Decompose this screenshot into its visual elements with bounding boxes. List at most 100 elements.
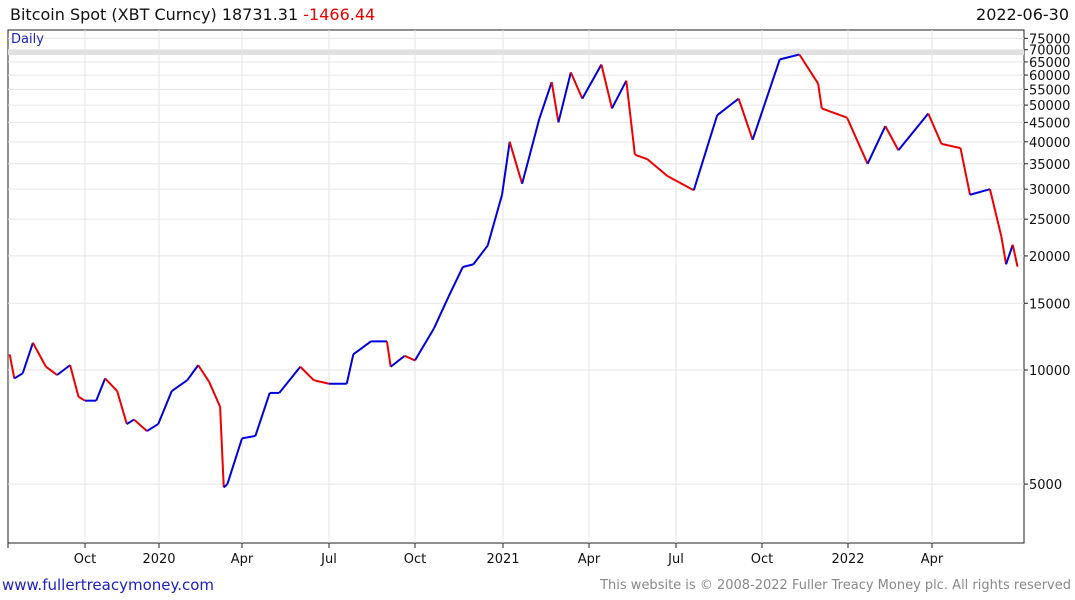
- price-segment: [219, 406, 225, 488]
- price-segment: [133, 418, 148, 432]
- price-segment: [223, 483, 229, 489]
- price-segment: [414, 327, 435, 361]
- price-segment: [433, 296, 450, 329]
- period-label: Daily: [11, 32, 44, 47]
- price-segment: [278, 366, 302, 394]
- price-segment: [56, 364, 71, 376]
- price-segment: [557, 72, 572, 123]
- price-change: -1466.44: [303, 5, 376, 24]
- y-tick-label: 35000: [1029, 158, 1070, 173]
- price-segment: [345, 354, 355, 384]
- price-segment: [45, 365, 58, 376]
- price-segment: [69, 364, 80, 398]
- price-segment: [157, 390, 173, 425]
- price-segment: [254, 392, 271, 437]
- price-segment: [884, 125, 900, 151]
- copyright-notice: This website is © 2008-2022 Fuller Treac…: [600, 578, 1071, 593]
- price-segment: [897, 112, 930, 151]
- price-segment: [299, 366, 315, 381]
- price-segment: [501, 141, 511, 195]
- price-segment: [208, 381, 222, 408]
- x-tick-label: Jul: [667, 552, 684, 567]
- y-tick-label: 10000: [1029, 364, 1070, 379]
- price-segment: [21, 342, 34, 374]
- y-tick-label: 55000: [1029, 83, 1070, 98]
- price-segment: [817, 83, 823, 109]
- price-segment: [941, 142, 961, 150]
- y-tick-label: 5000: [1029, 478, 1062, 493]
- price-segment: [241, 434, 256, 440]
- x-tick-label: 2021: [486, 552, 519, 567]
- x-tick-label: Oct: [404, 552, 426, 567]
- price-segment: [751, 59, 781, 141]
- price-segment: [969, 188, 991, 196]
- price-segment: [508, 141, 524, 185]
- price-segment: [666, 175, 695, 192]
- price-segment: [866, 125, 887, 165]
- price-segment: [13, 372, 24, 380]
- price-segment: [1005, 244, 1014, 265]
- price-segment: [77, 395, 86, 402]
- price-segment: [581, 63, 603, 100]
- price-segment: [521, 118, 541, 185]
- price-segment: [116, 390, 128, 425]
- y-tick-label: 75000: [1029, 32, 1070, 47]
- price-segment: [472, 244, 489, 265]
- price-segment: [846, 117, 869, 165]
- y-tick-label: 40000: [1029, 136, 1070, 151]
- price-segment: [404, 354, 416, 362]
- chart-date: 2022-06-30: [976, 5, 1069, 24]
- price-segment: [959, 147, 971, 195]
- x-tick-label: Apr: [231, 552, 254, 567]
- plot-area: [7, 29, 1025, 544]
- price-segment: [634, 153, 648, 161]
- instrument-name: Bitcoin Spot (XBT Curncy): [10, 5, 217, 24]
- price-segment: [146, 423, 159, 432]
- price-segment: [927, 113, 943, 145]
- price-segment: [197, 364, 211, 383]
- price-segment: [126, 418, 135, 425]
- last-price: 18731.31: [221, 5, 299, 24]
- x-tick-label: 2020: [142, 552, 175, 567]
- price-segment: [600, 64, 613, 109]
- price-segment: [611, 80, 628, 109]
- price-segment: [569, 71, 584, 100]
- y-tick-label: 30000: [1029, 183, 1070, 198]
- price-segment: [226, 438, 243, 485]
- y-tick-label: 45000: [1029, 116, 1070, 131]
- website-link[interactable]: www.fullertreacymoney.com: [2, 576, 215, 594]
- x-tick-label: Oct: [751, 552, 773, 567]
- price-segment: [646, 158, 669, 177]
- price-segment: [486, 194, 504, 246]
- price-segment: [95, 378, 107, 402]
- price-segment: [313, 379, 330, 385]
- y-tick-label: 25000: [1029, 213, 1070, 228]
- price-chart: 5000 10000 15000 20000 25000 30000 35000 40000 4…: [7, 29, 1070, 567]
- y-tick-label: 70000: [1029, 44, 1070, 59]
- price-segment: [737, 98, 754, 141]
- y-tick-label: 65000: [1029, 56, 1070, 71]
- price-segment: [692, 114, 719, 191]
- y-tick-label: 60000: [1029, 69, 1070, 84]
- price-segment: [390, 355, 406, 368]
- price-segment: [538, 81, 553, 120]
- y-tick-label: 20000: [1029, 250, 1070, 265]
- x-tick-label: Oct: [74, 552, 96, 567]
- price-segment: [625, 80, 636, 155]
- y-tick-label: 15000: [1029, 297, 1070, 312]
- price-segment: [32, 342, 47, 368]
- price-segment: [171, 379, 188, 392]
- x-tick-label: Apr: [578, 552, 601, 567]
- price-segment: [821, 107, 848, 119]
- chart-title: Bitcoin Spot (XBT Curncy) 18731.31 -1466…: [10, 5, 375, 24]
- price-segment: [550, 81, 560, 123]
- y-tick-label: 50000: [1029, 99, 1070, 114]
- price-segment: [104, 377, 118, 392]
- price-series: [8, 53, 1019, 489]
- price-segment: [1011, 244, 1019, 267]
- price-segment: [716, 97, 740, 117]
- price-segment: [462, 263, 474, 268]
- price-segment: [447, 266, 464, 298]
- price-segment: [186, 364, 200, 381]
- x-tick-label: Jul: [320, 552, 337, 567]
